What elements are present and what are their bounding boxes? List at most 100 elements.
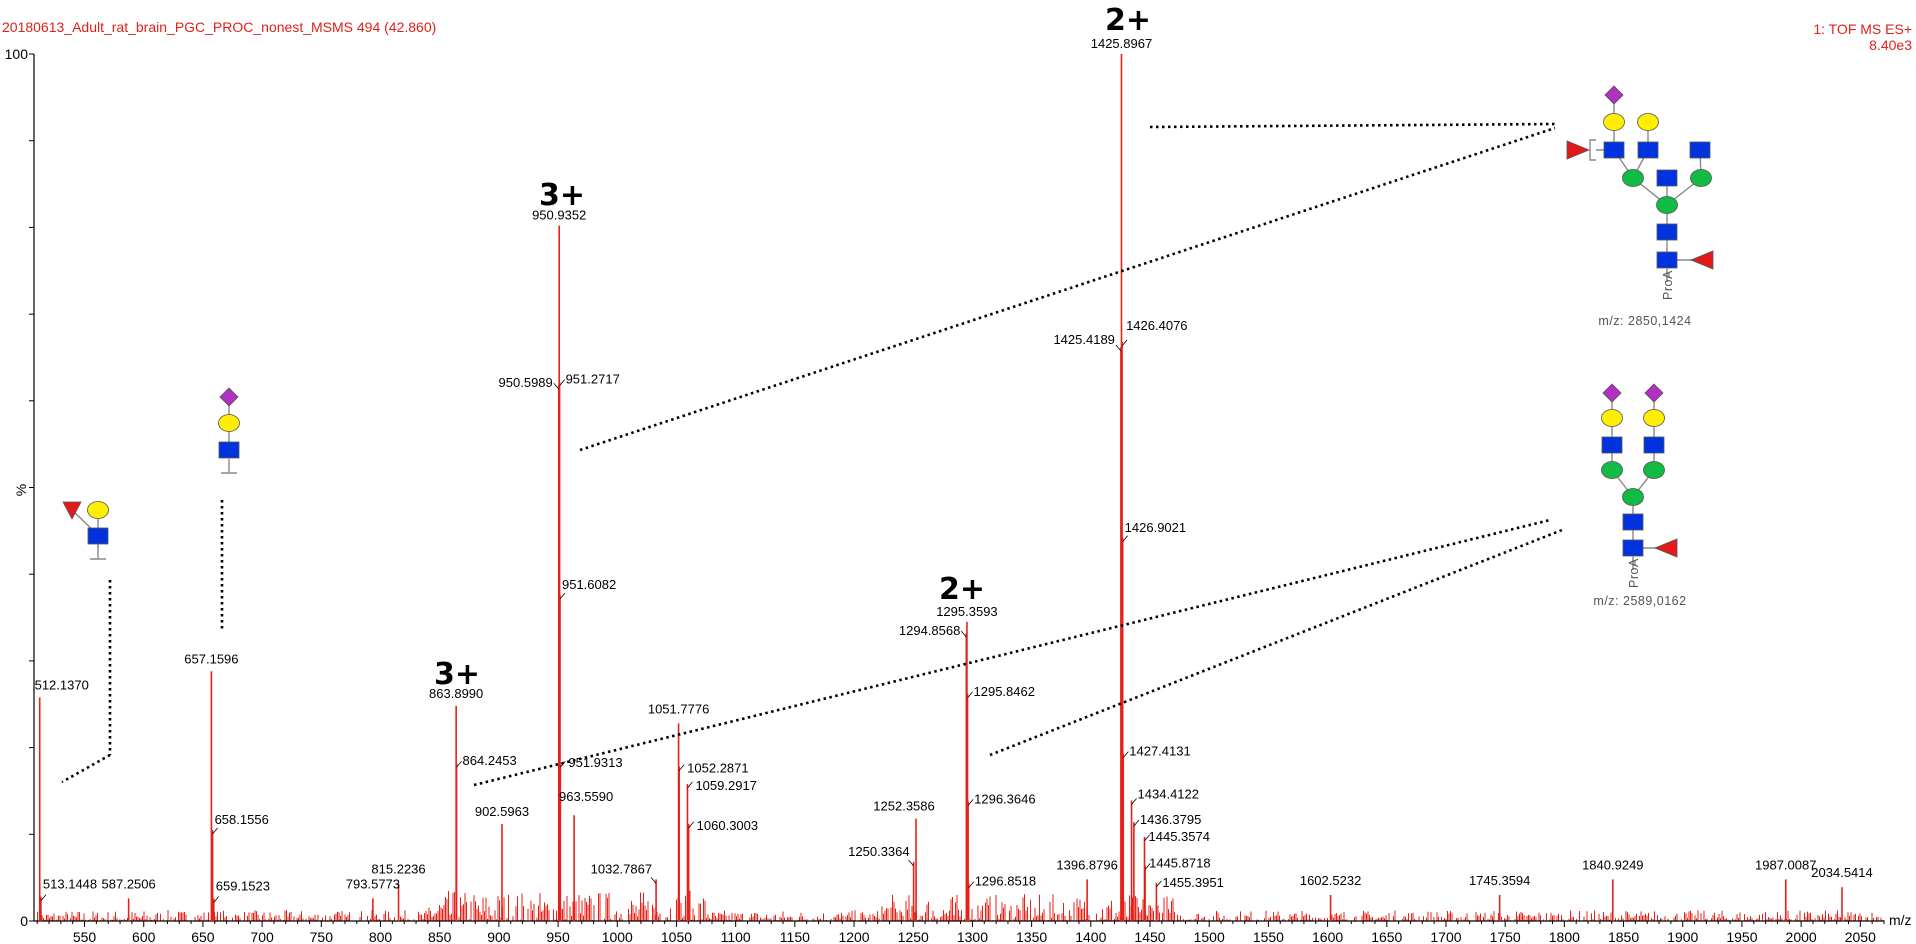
peak-label: 1051.7776 <box>648 701 709 716</box>
peak-label-leader <box>213 896 220 903</box>
glcnac-square-icon <box>1689 141 1711 159</box>
peak-label: 1987.0087 <box>1755 857 1816 872</box>
peak-label-leader <box>1156 880 1162 888</box>
x-tick-label: 900 <box>487 929 511 944</box>
x-tick-label: 1900 <box>1667 929 1698 944</box>
galactose-circle-icon <box>1637 113 1659 131</box>
peak-label-leader <box>1144 834 1150 842</box>
peak-label: 2034.5414 <box>1811 865 1872 880</box>
peak-label: 1427.4131 <box>1129 744 1190 759</box>
reducing-end-stub <box>90 545 106 560</box>
peak-label: 1434.4122 <box>1138 786 1199 801</box>
peak-label: 1396.8796 <box>1056 857 1117 872</box>
mannose-circle-icon <box>1622 169 1644 187</box>
x-tick-label: 550 <box>73 929 97 944</box>
peak-label-leader <box>961 630 967 638</box>
x-tick-label: 1700 <box>1430 929 1461 944</box>
peak-label-leader <box>688 821 694 829</box>
charge-label: 3+ <box>539 178 585 213</box>
annotation-dotted-lines <box>61 122 1563 787</box>
x-tick-label: 1950 <box>1726 929 1757 944</box>
galactose-circle-icon <box>218 414 240 432</box>
mannose-circle-icon <box>1690 169 1712 187</box>
peak-label: 951.6082 <box>562 577 616 592</box>
peak-label-leader <box>1133 819 1140 827</box>
glcnac-square-icon <box>1601 436 1623 454</box>
x-tick-label: 1650 <box>1371 929 1402 944</box>
x-tick-label: 700 <box>250 929 274 944</box>
peak-labels: 512.1370 513.1448 587.2506 657.1596 658.1556… <box>35 36 1873 903</box>
peak-label: 1252.3586 <box>873 799 934 814</box>
y-tick-label: 100 <box>5 46 29 62</box>
peak-label: 1296.3646 <box>974 791 1035 806</box>
peak-label: 1296.8518 <box>975 874 1036 889</box>
fucose-triangle-icon <box>1689 250 1714 270</box>
peak-label-leader <box>1122 535 1128 543</box>
noise-trace <box>37 890 1885 921</box>
glcnac-square-icon <box>1656 251 1678 269</box>
y-tick-label: 0 <box>20 913 28 929</box>
peak-label: 513.1448 <box>43 877 97 892</box>
glcnac-square-icon <box>1622 513 1644 531</box>
y-axis-label: % <box>13 484 29 496</box>
dotted-connector <box>473 518 1551 787</box>
glcnac-square-icon <box>1603 141 1625 159</box>
glcnac-square-icon <box>87 527 109 545</box>
peak-label: 1295.3593 <box>936 604 997 619</box>
x-tick-label: 1750 <box>1490 929 1521 944</box>
peak-label-leader <box>559 592 566 600</box>
x-tick-label: 2050 <box>1845 929 1876 944</box>
peak-label: 1426.4076 <box>1126 318 1187 333</box>
spectrum-title: 20180613_Adult_rat_brain_PGC_PROC_nonest… <box>2 19 437 35</box>
dotted-connector <box>1149 122 1556 129</box>
glycan-structures: ProA m/z: 2850,1424 ProA m/z: 2589,0162 <box>62 85 1714 608</box>
peak-label: 657.1596 <box>184 651 238 666</box>
peak-label: 950.5989 <box>499 375 553 390</box>
instrument-mode: 1: TOF MS ES+ <box>1813 21 1912 37</box>
peak-label: 1602.5232 <box>1300 873 1361 888</box>
peak-label-leader <box>1121 339 1128 347</box>
peak-label: 951.9313 <box>568 755 622 770</box>
peak-label: 1052.2871 <box>687 761 748 776</box>
glcnac-square-icon <box>1643 436 1665 454</box>
mannose-circle-icon <box>1601 461 1623 479</box>
x-tick-label: 1500 <box>1194 929 1225 944</box>
peak-label: 1445.3574 <box>1149 829 1210 844</box>
peak-label-leader <box>678 764 685 771</box>
linkage-bracket <box>1589 139 1596 161</box>
peak-label: 1250.3364 <box>848 844 909 859</box>
intensity-max: 8.40e3 <box>1869 37 1912 53</box>
peak-label: 1425.4189 <box>1053 332 1114 347</box>
glycan-mz-label-2: m/z: 2589,0162 <box>1593 594 1686 608</box>
peak-label: 793.5773 <box>346 876 400 891</box>
x-tick-label: 1350 <box>1016 929 1047 944</box>
peak-label-leader <box>967 691 973 699</box>
x-tick-label: 1250 <box>898 929 929 944</box>
peak-label: 659.1523 <box>216 878 270 893</box>
peak-label-leader <box>212 827 218 835</box>
neuac-diamond-icon <box>219 387 239 407</box>
peak-label: 1436.3795 <box>1140 812 1201 827</box>
peak-label: 1745.3594 <box>1469 873 1530 888</box>
fucose-triangle-icon <box>62 501 82 520</box>
x-tick-label: 1000 <box>602 929 633 944</box>
peak-label: 1840.9249 <box>1582 857 1643 872</box>
dotted-connector <box>61 753 111 784</box>
proa-tag-2: ProA <box>1627 558 1641 588</box>
glcnac-square-icon <box>1622 539 1644 557</box>
peak-label: 1295.8462 <box>974 684 1035 699</box>
glcnac-square-icon <box>218 441 240 459</box>
peak-label-leader <box>1131 798 1137 805</box>
peak-label: 1455.3951 <box>1162 875 1223 890</box>
peak-label-leader <box>908 859 914 867</box>
peak-label-leader <box>40 894 47 901</box>
x-tick-label: 1850 <box>1608 929 1639 944</box>
mannose-circle-icon <box>1656 196 1678 214</box>
peak-label: 1294.8568 <box>899 623 960 638</box>
peak-label: 658.1556 <box>215 812 269 827</box>
x-tick-label: 600 <box>132 929 156 944</box>
peak-label-leader <box>1144 863 1151 870</box>
peak-label: 1445.8718 <box>1149 856 1210 871</box>
neuac-diamond-icon <box>1602 383 1622 403</box>
